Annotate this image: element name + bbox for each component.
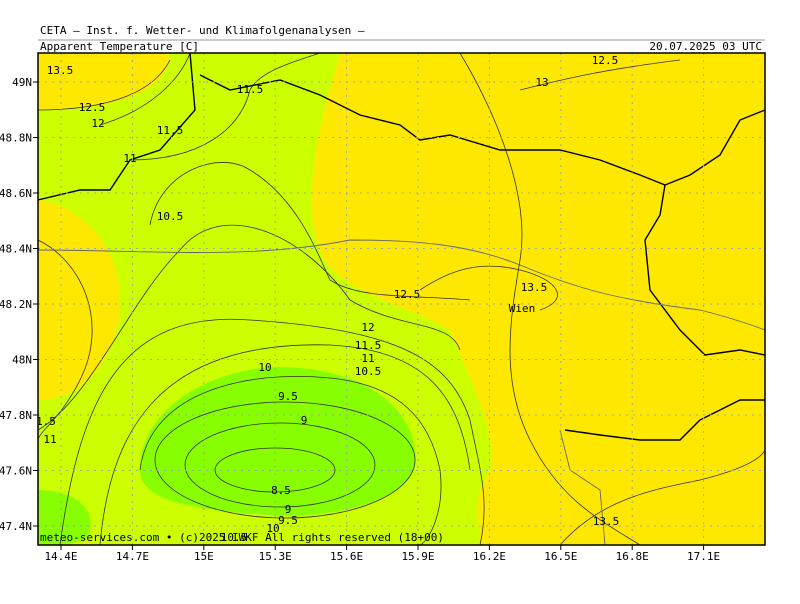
x-tick-label: 15E xyxy=(194,550,214,563)
x-tick-label: 15.6E xyxy=(330,550,363,563)
y-tick-label: 47.6N xyxy=(0,465,32,478)
x-tick-label: 15.9E xyxy=(401,550,434,563)
contour-label: 11.5 xyxy=(157,124,184,137)
title: CETA — Inst. f. Wetter- und Klimafolgena… xyxy=(40,24,365,37)
contour-label: 12 xyxy=(91,117,104,130)
contour-label: 12.5 xyxy=(394,288,421,301)
contour-label: 10.5 xyxy=(355,365,382,378)
y-tick-label: 48N xyxy=(12,354,32,367)
place-label: Wien xyxy=(509,302,536,315)
contour-label: 11 xyxy=(361,352,374,365)
contour-label: 12 xyxy=(361,321,374,334)
contour-label: 12.5 xyxy=(592,54,619,67)
subtitle: Apparent Temperature [C] xyxy=(40,40,199,53)
rivers xyxy=(38,239,765,545)
contour-label: 8.5 xyxy=(271,484,291,497)
y-tick-label: 48.4N xyxy=(0,243,32,256)
contour-label: 13.5 xyxy=(593,515,620,528)
contour-label: 12.5 xyxy=(79,101,106,114)
copyright: meteo-services.com • (c)2025 IWKF All ri… xyxy=(40,531,444,544)
contour-label: 9 xyxy=(301,414,308,427)
contour-label: 1.5 xyxy=(36,415,56,428)
labels: 14.4E 14.7E 15E 15.3E 15.6E 15.9E 16.2E 16.5E 16… xyxy=(0,54,720,563)
grid xyxy=(33,53,765,550)
contour-label: 13 xyxy=(535,76,548,89)
y-tick-label: 49N xyxy=(12,76,32,89)
x-tick-label: 15.3E xyxy=(259,550,292,563)
y-tick-label: 47.8N xyxy=(0,409,32,422)
valid-time: 20.07.2025 03 UTC xyxy=(649,40,762,53)
contour-label: 9.5 xyxy=(278,390,298,403)
y-tick-label: 48.8N xyxy=(0,132,32,145)
contour-label: 13.5 xyxy=(47,64,74,77)
contour-label: 10.5 xyxy=(221,531,248,544)
contour-label: 11 xyxy=(123,152,136,165)
contour-label: 10 xyxy=(258,361,271,374)
map-field xyxy=(38,53,765,545)
x-tick-label: 16.2E xyxy=(473,550,506,563)
contour-label: 9 xyxy=(285,503,292,516)
x-tick-label: 16.8E xyxy=(616,550,649,563)
map-frame xyxy=(37,52,766,546)
y-tick-label: 48.2N xyxy=(0,298,32,311)
contours xyxy=(38,53,765,545)
y-tick-label: 48.6N xyxy=(0,187,32,200)
x-tick-label: 14.7E xyxy=(116,550,149,563)
contour-label: 11.5 xyxy=(355,339,382,352)
y-tick-label: 47.4N xyxy=(0,520,32,533)
contour-label: 11 xyxy=(43,433,56,446)
borders xyxy=(38,53,765,441)
contour-label: 11.5 xyxy=(237,83,264,96)
contour-label: 9.5 xyxy=(278,514,298,527)
contour-label: 10.5 xyxy=(157,210,184,223)
x-tick-label: 14.4E xyxy=(44,550,77,563)
x-tick-label: 16.5E xyxy=(544,550,577,563)
contour-label: 13.5 xyxy=(521,281,548,294)
x-tick-label: 17.1E xyxy=(687,550,720,563)
contour-label: 10 xyxy=(266,522,279,535)
